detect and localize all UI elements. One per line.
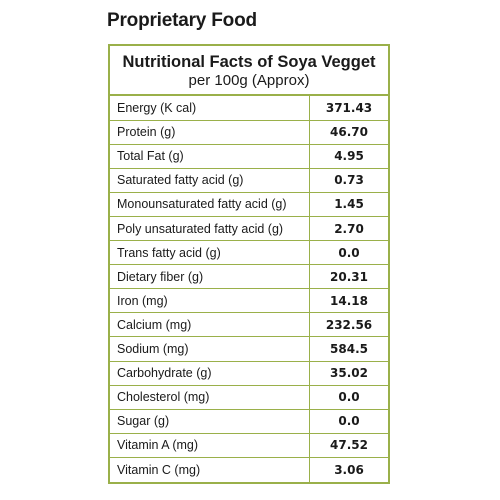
- nutrient-row: Trans fatty acid (g) 0.0: [110, 240, 388, 266]
- nutrient-name: Sodium (mg): [110, 336, 310, 362]
- nutrient-value: 4.95: [309, 144, 388, 169]
- nutrient-row: Cholesterol (mg) 0.0: [110, 385, 388, 410]
- nutrient-value: 46.70: [309, 120, 388, 145]
- nutrient-value: 232.56: [309, 312, 388, 338]
- nutrient-value: 0.0: [309, 240, 388, 266]
- nutrient-name: Poly unsaturated fatty acid (g): [110, 216, 310, 242]
- nutrient-name: Sugar (g): [110, 409, 310, 434]
- nutrient-name: Protein (g): [110, 120, 310, 145]
- nutrient-value: 3.06: [334, 462, 364, 477]
- nutrient-value: 47.52: [309, 433, 388, 458]
- nutrient-value: 1.45: [309, 192, 388, 217]
- nutrient-row: Energy (K cal) 371.43: [110, 96, 388, 121]
- nutrition-facts-title: Nutritional Facts of Soya Vegget: [122, 53, 376, 71]
- nutrient-row: Vitamin C (mg) 3.06: [110, 457, 388, 482]
- nutrient-value: 14.18: [309, 288, 388, 314]
- nutrient-row: Dietary fiber (g) 20.31: [110, 264, 388, 290]
- nutrition-facts-body: Energy (K cal) 371.43 Protein (g) 46.70 Tota…: [110, 96, 388, 482]
- nutrient-row: Poly unsaturated fatty acid (g) 2.70: [110, 216, 388, 242]
- nutrient-row: Iron (mg) 14.18: [110, 288, 388, 314]
- nutrient-row: Protein (g) 46.70: [110, 120, 388, 145]
- nutrient-row: Sodium (mg) 584.5: [110, 336, 388, 362]
- nutrient-name: Energy (K cal): [110, 96, 310, 121]
- nutrient-value: 584.5: [309, 336, 388, 362]
- nutrient-name: Monounsaturated fatty acid (g): [110, 192, 310, 217]
- nutrient-name: Saturated fatty acid (g): [110, 168, 310, 193]
- nutrient-name: Vitamin C (mg): [110, 457, 310, 482]
- nutrient-value: 2.70: [309, 216, 388, 242]
- nutrient-name: Carbohydrate (g): [110, 361, 310, 386]
- nutrient-name: Vitamin A (mg): [110, 433, 310, 458]
- nutrition-facts-subtitle: per 100g (Approx): [188, 72, 310, 89]
- nutrient-value: 20.31: [309, 264, 388, 290]
- nutrient-row: Monounsaturated fatty acid (g) 1.45: [110, 192, 388, 217]
- nutrient-value: 371.43: [309, 96, 388, 121]
- nutrient-row: Calcium (mg) 232.56: [110, 312, 388, 338]
- nutrient-name: Calcium (mg): [110, 312, 310, 338]
- nutrition-facts-header: Nutritional Facts of Soya Vegget per 100…: [110, 46, 388, 96]
- page-heading: Proprietary Food: [107, 10, 257, 31]
- nutrient-value: 35.02: [309, 361, 388, 386]
- nutrient-value: 0.73: [309, 168, 388, 193]
- nutrition-facts-table: Energy (K cal) 371.43 Protein (g) 46.70 Tota…: [110, 96, 388, 482]
- nutrient-row: Total Fat (g) 4.95: [110, 144, 388, 169]
- nutrient-name: Total Fat (g): [110, 144, 310, 169]
- nutrient-row: Carbohydrate (g) 35.02: [110, 361, 388, 386]
- nutrition-facts-panel: Nutritional Facts of Soya Vegget per 100…: [108, 44, 390, 484]
- nutrient-name: Cholesterol (mg): [110, 385, 310, 410]
- nutrient-row: Saturated fatty acid (g) 0.73: [110, 168, 388, 193]
- nutrient-name: Dietary fiber (g): [110, 264, 310, 290]
- nutrient-row: Sugar (g) 0.0: [110, 409, 388, 434]
- nutrient-value: 0.0: [309, 385, 388, 410]
- nutrient-name: Iron (mg): [110, 288, 310, 314]
- nutrient-name: Trans fatty acid (g): [110, 240, 310, 266]
- nutrient-value: 0.0: [309, 409, 388, 434]
- nutrient-row: Vitamin A (mg) 47.52: [110, 433, 388, 458]
